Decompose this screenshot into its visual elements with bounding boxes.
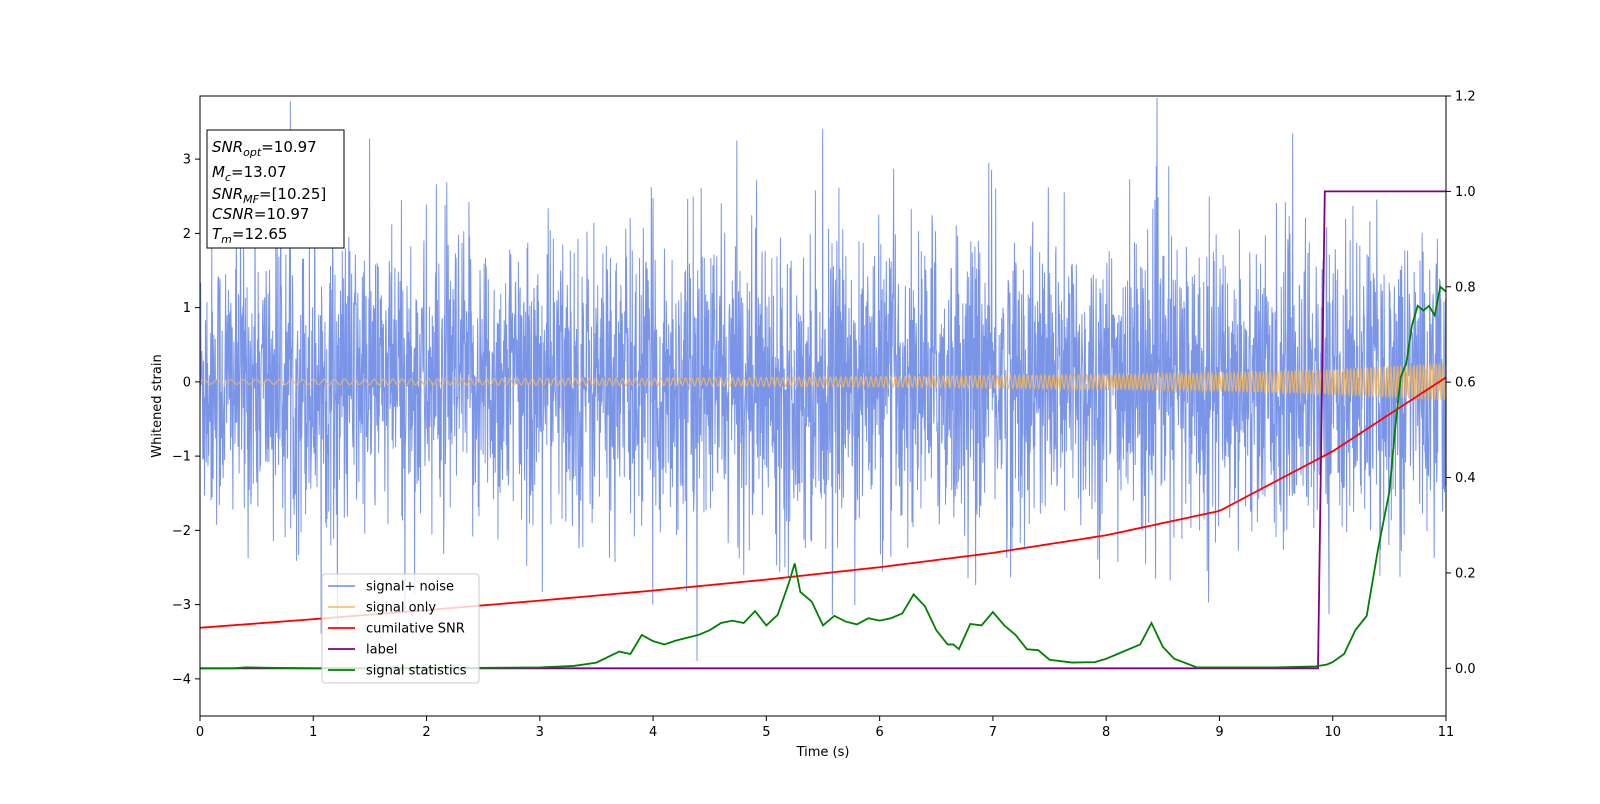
x-axis-label: Time (s)	[796, 745, 850, 760]
x-tick-label: 6	[875, 725, 883, 740]
series-signal-only	[200, 362, 1446, 401]
series-signal-plus-noise	[200, 97, 1446, 662]
series-signal-statistics	[200, 285, 1446, 670]
y-axis-label: Whitened strain	[150, 354, 165, 457]
stats-annotation-line: CSNR=10.97	[212, 205, 309, 223]
stats-annotation-line: SNRopt=10.97	[212, 138, 317, 159]
y-left-tick-label: 1	[183, 301, 191, 316]
legend-label: signal+ noise	[366, 580, 454, 595]
y-left-tick-label: 0	[183, 375, 191, 390]
y-left-tick-label: 2	[183, 227, 191, 242]
y-left-tick-label: −1	[172, 450, 191, 465]
y-right-tick-label: 0.8	[1455, 280, 1476, 295]
legend-label: label	[366, 643, 397, 658]
x-tick-label: 8	[1102, 725, 1110, 740]
x-tick-label: 4	[649, 725, 657, 740]
legend-label: signal statistics	[366, 664, 467, 679]
stats-annotation-box: SNRopt=10.97 Mc=13.07SNRMF=[10.25]CSNR=10…	[206, 129, 345, 249]
y-left-tick-label: −2	[172, 524, 191, 539]
y-right-tick-label: 0.2	[1455, 566, 1476, 581]
x-tick-label: 7	[989, 725, 997, 740]
y-right-tick-label: 0.4	[1455, 471, 1476, 486]
x-tick-label: 5	[762, 725, 770, 740]
legend-label: cumilative SNR	[366, 622, 465, 637]
stats-annotation-line: SNRMF=[10.25]	[212, 185, 326, 206]
legend: signal+ noise signal only cumilative SNR la…	[321, 573, 480, 684]
x-tick-label: 2	[422, 725, 430, 740]
y-right-tick-label: 0.0	[1455, 662, 1476, 677]
legend-label: signal only	[366, 601, 436, 616]
y-left-tick-label: −4	[172, 672, 191, 687]
y-right-tick-label: 1.0	[1455, 185, 1476, 200]
series-label	[200, 190, 1446, 670]
y-left-tick-label: 3	[183, 153, 191, 168]
plot-frame	[199, 95, 1447, 717]
x-tick-label: 10	[1324, 725, 1341, 740]
stats-annotation-line: Tm=12.65	[212, 225, 287, 246]
x-tick-label: 1	[309, 725, 317, 740]
legend-frame	[321, 573, 480, 684]
y-right-tick-label: 1.2	[1455, 90, 1476, 105]
x-tick-label: 0	[196, 725, 204, 740]
y-left-tick-label: −3	[172, 598, 191, 613]
stats-annotation-frame	[206, 129, 345, 249]
x-tick-label: 11	[1438, 725, 1455, 740]
stats-annotation-line: Mc=13.07	[212, 163, 287, 184]
y-right-tick-label: 0.6	[1455, 376, 1476, 391]
x-tick-label: 9	[1215, 725, 1223, 740]
x-tick-label: 3	[536, 725, 544, 740]
